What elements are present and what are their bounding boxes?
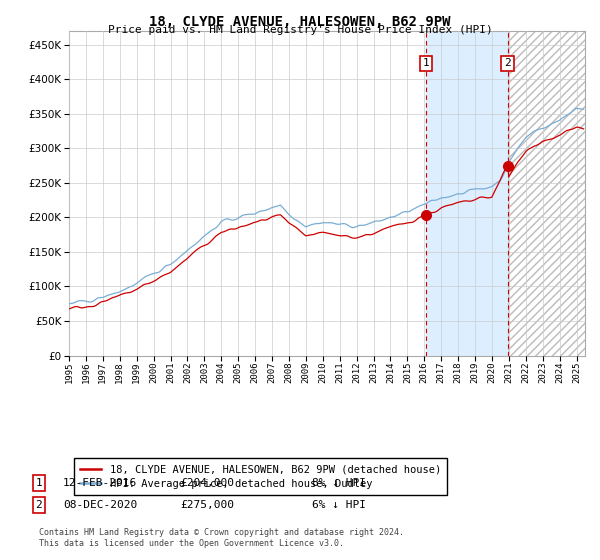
Text: 1: 1 [422,58,430,68]
Text: 12-FEB-2016: 12-FEB-2016 [63,478,137,488]
Text: 8% ↓ HPI: 8% ↓ HPI [312,478,366,488]
Text: 08-DEC-2020: 08-DEC-2020 [63,500,137,510]
Text: 2: 2 [504,58,511,68]
Text: Contains HM Land Registry data © Crown copyright and database right 2024.
This d: Contains HM Land Registry data © Crown c… [39,528,404,548]
Bar [426,31,508,356]
Text: £204,000: £204,000 [180,478,234,488]
Text: 6% ↓ HPI: 6% ↓ HPI [312,500,366,510]
Text: 1: 1 [35,478,43,488]
Legend: 18, CLYDE AVENUE, HALESOWEN, B62 9PW (detached house), HPI: Average price, detac: 18, CLYDE AVENUE, HALESOWEN, B62 9PW (de… [74,458,447,495]
Text: 18, CLYDE AVENUE, HALESOWEN, B62 9PW: 18, CLYDE AVENUE, HALESOWEN, B62 9PW [149,15,451,29]
Text: £275,000: £275,000 [180,500,234,510]
Bar [508,31,585,356]
Text: 2: 2 [35,500,43,510]
Text: Price paid vs. HM Land Registry's House Price Index (HPI): Price paid vs. HM Land Registry's House … [107,25,493,35]
